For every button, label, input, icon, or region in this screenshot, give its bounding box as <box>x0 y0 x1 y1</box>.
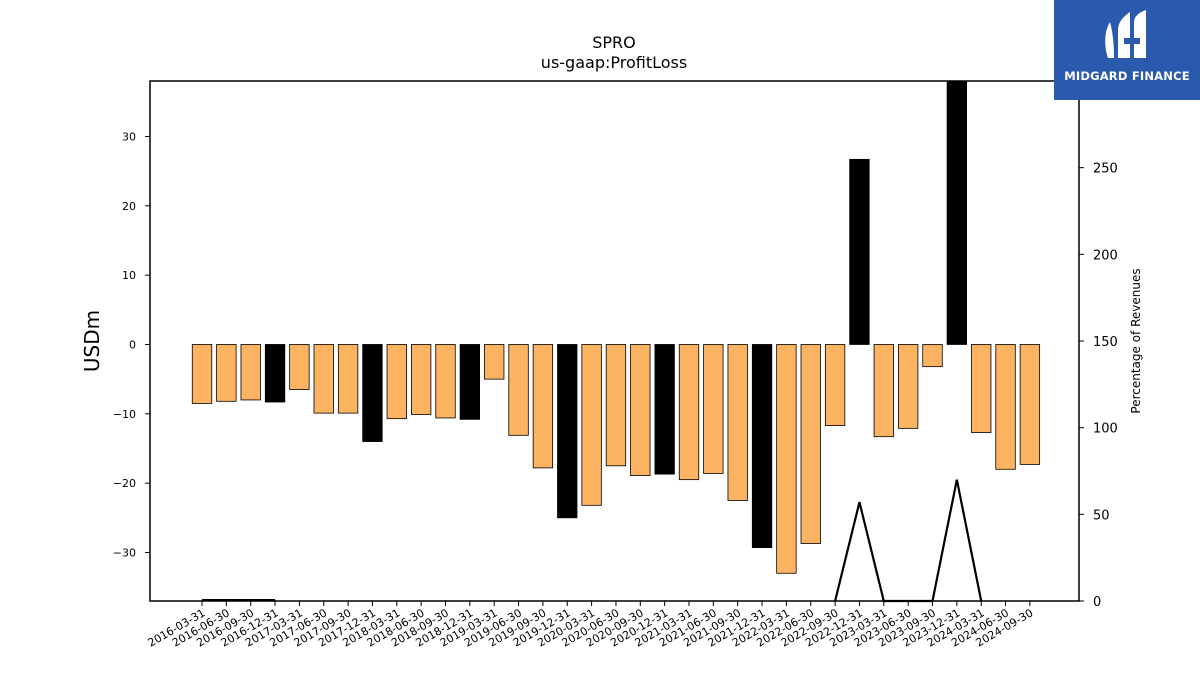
bar <box>898 344 919 429</box>
bar <box>751 344 773 549</box>
bar <box>678 344 700 481</box>
chart-title: SPRO <box>592 33 636 52</box>
bar-series <box>191 80 1041 574</box>
bar <box>703 344 724 474</box>
y2-axis-label: Percentage of Revenues <box>1129 268 1143 413</box>
y-tick-label: −10 <box>113 408 136 421</box>
bar <box>654 344 675 475</box>
bar <box>557 344 578 519</box>
bar <box>484 344 505 380</box>
bar <box>240 344 261 401</box>
midgard-logo-icon <box>1105 10 1146 58</box>
bar <box>532 344 554 469</box>
chart-subtitle: us-gaap:ProfitLoss <box>541 53 687 72</box>
plot-frame <box>149 80 1080 602</box>
bar <box>1019 344 1041 465</box>
y-tick-label: 30 <box>122 130 136 143</box>
bar <box>605 344 627 467</box>
brand-name: MIDGARD FINANCE <box>1064 69 1190 83</box>
y2-tick-label: 50 <box>1093 508 1110 523</box>
bar <box>410 344 432 415</box>
bar <box>630 344 651 476</box>
y-tick-label: 20 <box>122 200 136 213</box>
left-y-axis: −30 −20 −10 0 10 20 30 <box>113 130 150 559</box>
y-axis-label: USDm <box>80 310 104 372</box>
y-tick-label: 0 <box>129 338 136 351</box>
midgard-finance-logo: MIDGARD FINANCE <box>1054 0 1200 100</box>
bar <box>776 344 797 574</box>
y2-tick-label: 200 <box>1093 248 1118 263</box>
bar <box>800 344 821 544</box>
y-tick-label: −20 <box>113 477 136 490</box>
bar <box>435 344 456 419</box>
bar <box>824 344 846 426</box>
y2-tick-label: 150 <box>1093 335 1118 350</box>
bar <box>971 344 992 433</box>
bar <box>508 344 529 436</box>
bar <box>995 344 1016 470</box>
bar <box>386 344 407 420</box>
bar <box>216 344 237 402</box>
bar <box>264 344 286 403</box>
bar <box>873 344 894 438</box>
bar <box>313 344 334 414</box>
y2-tick-label: 0 <box>1093 595 1101 610</box>
y2-tick-label: 100 <box>1093 422 1118 437</box>
bar <box>289 344 310 390</box>
bar <box>459 344 481 420</box>
bar <box>362 344 383 442</box>
line-segment <box>834 479 983 603</box>
bar <box>581 344 602 506</box>
y-tick-label: 10 <box>122 269 136 282</box>
x-axis: 2016-03-312016-06-302016-09-302016-12-31… <box>146 601 1035 650</box>
bar <box>849 158 870 345</box>
bar <box>727 344 748 501</box>
y2-tick-label: 250 <box>1093 162 1118 177</box>
right-y-axis: 0 50 100 150 200 250 <box>1079 162 1118 610</box>
bar <box>922 344 943 368</box>
y-tick-label: −30 <box>113 546 136 559</box>
bar <box>191 344 213 404</box>
bar <box>946 80 967 345</box>
bar <box>337 344 359 414</box>
